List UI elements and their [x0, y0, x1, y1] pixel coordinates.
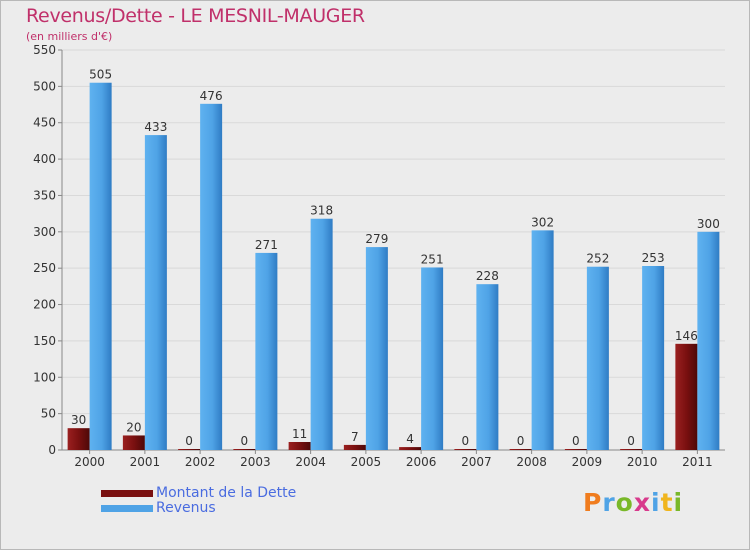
- legend-label-revenue: Revenus: [156, 500, 216, 516]
- data-label-debt: 0: [572, 434, 580, 448]
- data-label-debt: 0: [517, 434, 525, 448]
- bar-revenue: [642, 266, 665, 450]
- bar-revenue: [421, 267, 444, 450]
- bar-revenue: [144, 135, 167, 450]
- y-tick-label: 50: [41, 407, 56, 421]
- y-tick-label: 150: [33, 334, 56, 348]
- x-tick-label: 2010: [627, 455, 658, 469]
- logo-letter: o: [615, 488, 634, 517]
- legend-swatch-revenue: [101, 505, 153, 512]
- y-tick-label: 100: [33, 370, 56, 384]
- bar-revenue: [89, 82, 112, 451]
- data-label-revenue: 505: [89, 68, 112, 82]
- data-label-revenue: 271: [255, 238, 278, 252]
- data-label-revenue: 279: [365, 232, 388, 246]
- y-tick-label: 450: [33, 116, 56, 130]
- bar-debt: [178, 449, 201, 450]
- bar-debt: [454, 449, 477, 450]
- x-tick-label: 2002: [185, 455, 216, 469]
- data-label-revenue: 300: [697, 217, 720, 231]
- data-label-revenue: 318: [310, 204, 333, 218]
- data-label-debt: 11: [292, 427, 307, 441]
- data-label-debt: 4: [406, 432, 414, 446]
- data-label-revenue: 252: [586, 252, 609, 266]
- proxiti-logo: Proxiti: [583, 488, 683, 517]
- bar-debt: [288, 442, 311, 450]
- y-tick-label: 400: [33, 152, 56, 166]
- x-tick-label: 2006: [406, 455, 437, 469]
- bar-debt: [564, 449, 587, 450]
- bar-revenue: [200, 103, 223, 451]
- bar-debt: [67, 428, 90, 450]
- bar-revenue: [697, 231, 720, 450]
- x-tick-label: 2011: [682, 455, 713, 469]
- bar-debt: [399, 447, 422, 450]
- bar-revenue: [310, 218, 333, 450]
- bar-revenue: [476, 284, 499, 450]
- bar-debt: [122, 435, 145, 450]
- data-label-revenue: 476: [200, 89, 223, 103]
- x-tick-label: 2000: [74, 455, 105, 469]
- bar-debt: [675, 343, 698, 450]
- x-tick-label: 2007: [461, 455, 492, 469]
- bar-debt: [509, 449, 532, 450]
- x-tick-label: 2003: [240, 455, 271, 469]
- data-label-revenue: 251: [421, 252, 444, 266]
- y-tick-label: 300: [33, 225, 56, 239]
- logo-letter: i: [673, 488, 684, 517]
- data-label-debt: 0: [462, 434, 470, 448]
- bar-revenue: [255, 252, 278, 450]
- x-tick-label: 2009: [572, 455, 603, 469]
- data-label-revenue: 253: [642, 251, 665, 265]
- chart-subtitle: (en milliers d'€): [26, 30, 113, 43]
- x-tick-label: 2005: [351, 455, 382, 469]
- bar-revenue: [365, 247, 388, 450]
- x-tick-label: 2008: [516, 455, 547, 469]
- bar-revenue: [531, 230, 554, 450]
- y-tick-label: 550: [33, 43, 56, 57]
- data-label-debt: 0: [241, 434, 249, 448]
- y-tick-label: 350: [33, 188, 56, 202]
- data-label-debt: 7: [351, 430, 359, 444]
- data-label-revenue: 302: [531, 215, 554, 229]
- x-tick-label: 2001: [130, 455, 161, 469]
- legend-label-debt: Montant de la Dette: [156, 485, 297, 501]
- y-tick-label: 250: [33, 261, 56, 275]
- logo-letter: i: [651, 488, 661, 517]
- bar-revenue: [586, 266, 609, 450]
- chart-title: Revenus/Dette - LE MESNIL-MAUGER: [26, 5, 365, 27]
- legend-swatch-debt: [101, 490, 153, 497]
- data-label-revenue: 228: [476, 269, 499, 283]
- data-label-debt: 20: [126, 420, 141, 434]
- bar-debt: [343, 444, 366, 450]
- data-label-debt: 0: [185, 434, 193, 448]
- y-tick-label: 500: [33, 79, 56, 93]
- data-label-debt: 146: [675, 329, 698, 343]
- x-tick-label: 2004: [295, 455, 326, 469]
- data-label-debt: 30: [71, 413, 86, 427]
- y-tick-label: 200: [33, 298, 56, 312]
- data-label-debt: 0: [627, 434, 635, 448]
- logo-letter: t: [660, 488, 674, 517]
- bar-debt: [233, 449, 256, 450]
- bar-debt: [620, 449, 643, 450]
- logo-letter: r: [602, 488, 616, 517]
- data-label-revenue: 433: [144, 120, 167, 134]
- y-tick-label: 0: [48, 443, 56, 457]
- logo-letter: P: [583, 488, 603, 517]
- logo-letter: x: [633, 488, 651, 517]
